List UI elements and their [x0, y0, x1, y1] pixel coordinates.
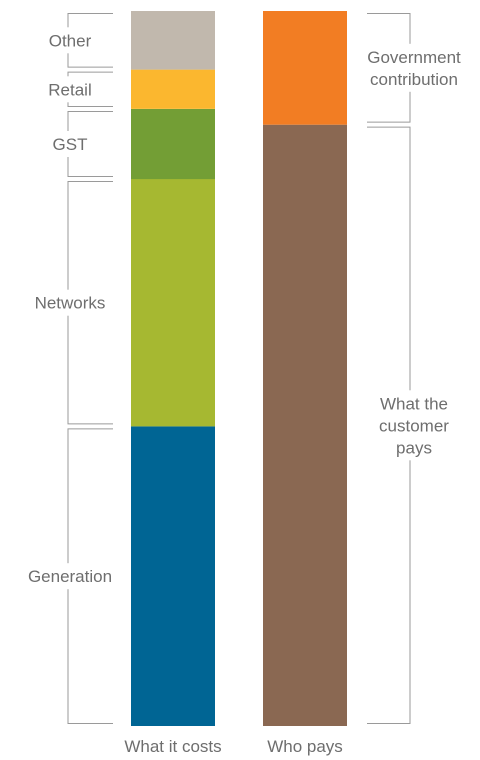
- label-line-generation-0: Generation: [28, 567, 112, 586]
- segment-generation: [131, 426, 215, 726]
- label-retail: Retail: [48, 80, 91, 99]
- segment-labels: Generation Networks GST Retail Other What the…: [20, 27, 474, 590]
- label-background-gst: [52, 131, 88, 157]
- label-line-what-the-customer-pays-0: What the: [380, 394, 448, 413]
- label-other: Other: [49, 31, 92, 50]
- label-background-retail: [38, 76, 102, 103]
- label-line-gst-0: GST: [53, 135, 88, 154]
- segment-gst: [131, 109, 215, 180]
- label-background-what-the-customer-pays: [373, 390, 455, 461]
- segment-retail: [131, 69, 215, 109]
- bar-what-it-costs: [131, 11, 215, 726]
- label-background-generation: [20, 563, 120, 590]
- label-background-other: [43, 27, 97, 54]
- x-tick-label-what-it-costs: What it costs: [124, 737, 221, 756]
- segment-other: [131, 11, 215, 70]
- segment-government-contribution: [263, 11, 347, 125]
- label-networks: Networks: [35, 294, 106, 313]
- segment-what-the-customer-pays: [263, 124, 347, 726]
- label-government-contribution: Government contribution: [367, 48, 461, 89]
- label-line-what-the-customer-pays-1: customer: [379, 416, 449, 435]
- brackets: [67, 13, 411, 724]
- label-gst: GST: [53, 135, 88, 154]
- segment-networks: [131, 179, 215, 427]
- label-background-networks: [29, 289, 111, 316]
- label-generation: Generation: [28, 567, 112, 586]
- bar-who-pays: [263, 11, 347, 726]
- label-line-government-contribution-0: Government: [367, 48, 461, 67]
- label-background-government-contribution: [354, 43, 474, 92]
- label-what-the-customer-pays: What the customer pays: [379, 394, 449, 457]
- label-line-networks-0: Networks: [35, 294, 106, 313]
- label-line-retail-0: Retail: [48, 80, 91, 99]
- label-line-other-0: Other: [49, 31, 92, 50]
- label-line-what-the-customer-pays-2: pays: [396, 438, 432, 457]
- x-tick-label-who-pays: Who pays: [267, 737, 343, 756]
- label-line-government-contribution-1: contribution: [370, 70, 458, 89]
